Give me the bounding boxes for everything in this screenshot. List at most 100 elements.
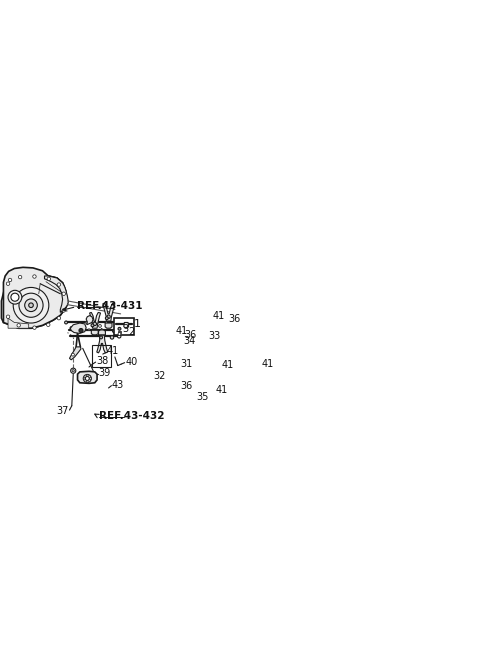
Text: 31: 31 [180,359,192,369]
Text: 43: 43 [112,379,124,390]
Text: 41: 41 [221,360,233,370]
Circle shape [19,293,43,317]
Circle shape [208,335,211,338]
Circle shape [6,282,10,286]
Circle shape [84,375,91,383]
Text: 41: 41 [175,326,187,335]
Circle shape [85,377,89,381]
Polygon shape [71,323,86,333]
Bar [118,331,121,333]
Text: 3: 3 [122,324,129,334]
Circle shape [86,381,88,383]
Polygon shape [1,276,65,328]
Circle shape [90,378,91,379]
Circle shape [221,316,223,318]
Circle shape [97,322,98,324]
Circle shape [106,317,108,320]
Polygon shape [103,303,115,321]
Text: 2: 2 [129,328,135,337]
Text: 40: 40 [125,356,137,367]
Circle shape [84,378,85,379]
Circle shape [47,277,50,280]
Circle shape [71,368,76,373]
Circle shape [24,299,37,312]
Circle shape [8,290,22,304]
Circle shape [72,369,74,372]
Circle shape [29,303,33,308]
Polygon shape [45,276,68,312]
Circle shape [18,275,22,279]
Polygon shape [78,371,97,383]
Circle shape [205,316,208,319]
Text: 1: 1 [133,319,141,329]
Circle shape [86,375,88,376]
Text: REF.43-432: REF.43-432 [99,411,165,421]
Circle shape [118,333,121,335]
Circle shape [110,335,114,339]
Circle shape [113,329,116,333]
Circle shape [107,315,110,318]
Circle shape [62,292,65,295]
Circle shape [168,322,171,326]
Polygon shape [124,322,129,328]
Circle shape [253,330,256,333]
Circle shape [17,324,20,327]
Bar [92,345,110,367]
Text: 41: 41 [213,311,225,321]
Circle shape [11,293,19,301]
Text: 36: 36 [180,381,192,390]
Circle shape [93,322,96,326]
Polygon shape [105,323,112,328]
Circle shape [65,321,68,324]
Circle shape [8,278,12,282]
Polygon shape [70,347,81,360]
Circle shape [57,316,60,320]
Circle shape [100,336,103,339]
Circle shape [79,329,83,333]
Polygon shape [98,330,106,335]
Text: 35: 35 [196,392,208,402]
Circle shape [128,329,131,333]
Circle shape [13,288,49,323]
Text: 36: 36 [184,330,197,340]
Circle shape [173,335,176,338]
Circle shape [101,329,103,331]
Polygon shape [86,316,93,325]
Circle shape [98,324,101,328]
Circle shape [214,329,216,333]
Polygon shape [91,330,98,335]
Circle shape [118,328,121,330]
Circle shape [118,335,121,338]
Text: 39: 39 [98,368,110,378]
Circle shape [47,323,50,326]
Text: 37: 37 [56,406,68,416]
Text: 41: 41 [261,359,274,369]
Polygon shape [3,267,68,328]
Circle shape [106,322,107,324]
Text: 41: 41 [216,384,228,395]
Text: 34: 34 [184,336,196,346]
Polygon shape [90,312,100,328]
Polygon shape [8,318,29,328]
Circle shape [6,315,10,318]
Text: REF.43-431: REF.43-431 [77,301,143,311]
Circle shape [33,275,36,278]
Circle shape [70,326,73,330]
Text: 32: 32 [154,371,166,381]
Text: 36: 36 [228,314,240,324]
Circle shape [57,283,60,286]
Circle shape [178,324,180,326]
Text: 33: 33 [208,331,220,341]
Text: 41: 41 [106,346,119,356]
Bar [114,318,134,335]
Circle shape [85,322,87,324]
Circle shape [33,326,36,329]
Circle shape [88,329,90,331]
Circle shape [122,328,125,331]
Polygon shape [97,335,108,353]
Circle shape [62,309,65,312]
Text: 38: 38 [96,356,108,366]
Circle shape [91,324,94,327]
Circle shape [129,320,132,324]
Circle shape [72,353,74,356]
